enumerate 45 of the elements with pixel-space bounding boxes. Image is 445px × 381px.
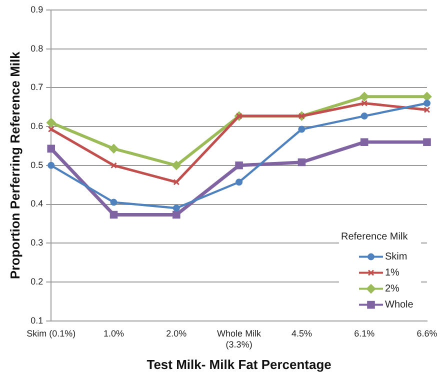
x-axis-title: Test Milk- Milk Fat Percentage xyxy=(146,356,332,372)
x-tick-label: 6.1% xyxy=(354,328,375,339)
point xyxy=(424,106,430,114)
point xyxy=(298,126,306,133)
x-tick-label: Whole Milk (3.3%) xyxy=(217,328,262,350)
y-tick-label: 0.8 xyxy=(30,43,44,54)
point xyxy=(110,198,118,206)
y-tick-label: 0.5 xyxy=(30,160,44,170)
point xyxy=(173,178,180,186)
legend-label: 1% xyxy=(385,268,400,279)
point xyxy=(110,210,118,219)
point xyxy=(422,92,432,102)
x-tick-label: Skim (0.1%) xyxy=(26,328,76,339)
y-tick-label: 0.9 xyxy=(30,4,44,14)
point xyxy=(236,178,243,186)
y-tick-label: 0.7 xyxy=(30,82,44,92)
y-axis-title: Proportion Perferring Reference Milk xyxy=(7,50,22,280)
y-tick-label: 0.2 xyxy=(30,276,44,286)
x-tick-label: 2.0% xyxy=(166,328,187,339)
y-tick-label: 0.3 xyxy=(30,238,44,248)
legend-title: Reference Milk xyxy=(341,232,409,243)
legend-label: 2% xyxy=(385,284,400,295)
point xyxy=(172,210,180,219)
point xyxy=(47,144,56,153)
point xyxy=(424,100,430,107)
point xyxy=(172,160,182,170)
x-tick-label: 6.6% xyxy=(416,328,438,339)
point xyxy=(361,100,368,106)
point xyxy=(109,144,118,154)
point xyxy=(360,112,368,120)
point xyxy=(360,138,368,146)
y-tick-label: 0.1 xyxy=(30,315,44,326)
legend-label: Whole xyxy=(385,300,414,311)
point xyxy=(360,92,370,102)
y-tick-label: 0.6 xyxy=(30,121,44,132)
point xyxy=(172,204,180,212)
point xyxy=(298,158,306,166)
point xyxy=(235,162,243,170)
x-tick-label: 1.0% xyxy=(104,328,124,339)
point xyxy=(423,138,431,146)
point xyxy=(110,162,117,169)
point xyxy=(46,118,56,128)
legend-label: Skim xyxy=(385,252,408,263)
y-tick-label: 0.4 xyxy=(30,198,44,209)
x-tick-label: 4.5% xyxy=(291,328,312,339)
